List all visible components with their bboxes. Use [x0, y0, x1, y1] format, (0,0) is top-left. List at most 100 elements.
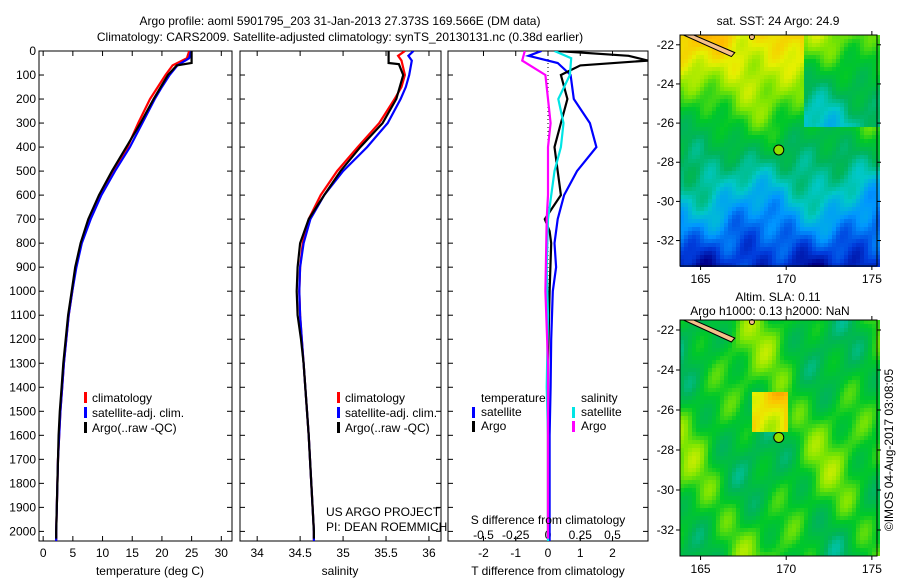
map-cell	[736, 123, 740, 127]
map-cell	[876, 207, 880, 211]
map-cell	[792, 123, 796, 127]
map-cell	[756, 408, 760, 412]
map-cell	[736, 452, 740, 456]
map-cell	[688, 255, 692, 259]
map-cell	[832, 380, 836, 384]
map-cell	[780, 452, 784, 456]
map-cell	[708, 215, 712, 219]
map-cell	[724, 183, 728, 187]
map-cell	[840, 43, 844, 47]
map-cell	[840, 396, 844, 400]
map-cell	[840, 452, 844, 456]
map-cell	[688, 199, 692, 203]
map-cell	[852, 247, 856, 251]
map-cell	[680, 111, 684, 115]
map-cell	[812, 215, 816, 219]
map-cell	[852, 71, 856, 75]
map-cell	[808, 239, 812, 243]
map-cell	[776, 404, 780, 408]
legend-swatch-argo	[337, 422, 340, 433]
map-cell	[724, 243, 728, 247]
map-cell	[764, 83, 768, 87]
map-cell	[760, 340, 764, 344]
map-cell	[792, 187, 796, 191]
map-cell	[740, 59, 744, 63]
map-cell	[720, 227, 724, 231]
map-cell	[772, 231, 776, 235]
map-cell	[808, 368, 812, 372]
map-cell	[768, 103, 772, 107]
map-cell	[824, 67, 828, 71]
map-cell	[864, 63, 868, 67]
map-cell	[748, 356, 752, 360]
map-cell	[764, 328, 768, 332]
map-cell	[688, 412, 692, 416]
map-cell	[700, 368, 704, 372]
map-cell	[732, 340, 736, 344]
map-cell	[796, 67, 800, 71]
map-cell	[732, 167, 736, 171]
map-cell	[868, 344, 872, 348]
map-cell	[812, 332, 816, 336]
map-cell	[688, 396, 692, 400]
map-cell	[744, 223, 748, 227]
map-cell	[736, 119, 740, 123]
map-cell	[716, 400, 720, 404]
map-cell	[856, 263, 860, 267]
map-cell	[756, 123, 760, 127]
map-cell	[856, 452, 860, 456]
map-cell	[796, 408, 800, 412]
map-cell	[752, 404, 756, 408]
map-cell	[868, 63, 872, 67]
map-cell	[772, 223, 776, 227]
map-cell	[840, 432, 844, 436]
map-cell	[732, 123, 736, 127]
map-cell	[740, 360, 744, 364]
map-cell	[692, 139, 696, 143]
map-cell	[732, 364, 736, 368]
map-cell	[680, 360, 684, 364]
map-cell	[696, 123, 700, 127]
map-cell	[872, 320, 876, 324]
map-cell	[688, 123, 692, 127]
map-cell	[840, 115, 844, 119]
map-cell	[736, 55, 740, 59]
map-cell	[844, 456, 848, 460]
map-cell	[716, 99, 720, 103]
map-cell	[840, 372, 844, 376]
map-cell	[680, 147, 684, 151]
map-cell	[856, 372, 860, 376]
map-cell	[868, 404, 872, 408]
map-cell	[768, 115, 772, 119]
map-cell	[772, 139, 776, 143]
map-cell	[848, 396, 852, 400]
map-cell	[684, 179, 688, 183]
map-cell	[824, 380, 828, 384]
map-cell	[876, 147, 880, 151]
map-cell	[684, 452, 688, 456]
map-cell	[688, 91, 692, 95]
map-cell	[832, 251, 836, 255]
map-cell	[820, 231, 824, 235]
map-cell	[844, 400, 848, 404]
map-cell	[824, 388, 828, 392]
map-cell	[728, 235, 732, 239]
map-cell	[812, 139, 816, 143]
map-cell	[844, 320, 848, 324]
map-cell	[704, 55, 708, 59]
map-cell	[704, 368, 708, 372]
map-cell	[856, 163, 860, 167]
map-cell	[792, 392, 796, 396]
map-cell	[768, 143, 772, 147]
map-cell	[708, 259, 712, 263]
map-cell	[704, 223, 708, 227]
map-cell	[832, 51, 836, 55]
map-cell	[796, 444, 800, 448]
x-tick-label: 175	[862, 272, 882, 286]
map-cell	[876, 344, 880, 348]
map-cell	[712, 207, 716, 211]
map-cell	[764, 263, 768, 267]
map-cell	[796, 328, 800, 332]
map-cell	[788, 147, 792, 151]
map-cell	[712, 456, 716, 460]
